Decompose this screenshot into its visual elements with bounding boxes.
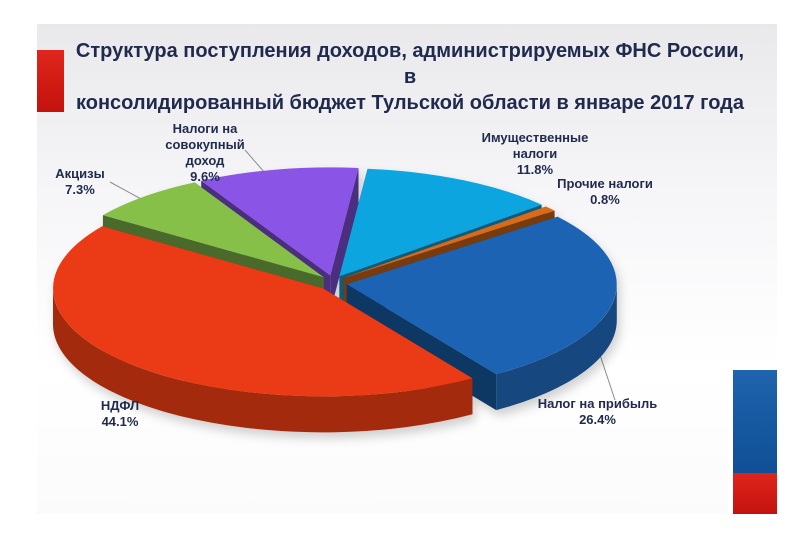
slice-label-name: НДФЛ (100, 398, 140, 413)
slice-label: Прочие налоги 0.8% (540, 176, 670, 208)
slice-label-name: Акцизы (55, 166, 105, 181)
slice-5-side-1 (330, 168, 359, 312)
pie-slices (53, 167, 617, 433)
slice-label-name: Прочие налоги (557, 176, 653, 191)
right-red-accent-bar (733, 473, 777, 514)
corner-gap (728, 362, 733, 514)
slice-label-value: 11.8% (516, 162, 554, 177)
slice-label: Налоги на совокупный доход 9.6% (150, 121, 260, 185)
slice-1-top (343, 206, 555, 278)
slice-label: Акцизы 7.3% (30, 166, 130, 198)
slice-2-rim (496, 284, 617, 411)
slice-3-top (53, 226, 473, 397)
slice-0-top (339, 168, 542, 277)
slice-label: НДФЛ 44.1% (70, 398, 170, 430)
right-blue-accent-bar (733, 370, 777, 473)
slice-label-name: Налог на прибыль (537, 396, 658, 411)
slice-3-rim (53, 288, 473, 433)
slice-label: Налог на прибыль 26.4% (510, 396, 685, 428)
slice-label-value: 7.3% (65, 182, 95, 197)
slice-label-name: Имущественные налоги (481, 130, 589, 161)
slice-label-value: 0.8% (590, 192, 620, 207)
left-red-accent-bar (37, 50, 64, 112)
slice-2-top (346, 216, 617, 375)
slice-label-name: Налоги на совокупный доход (165, 121, 245, 168)
slice-label-value: 9.6% (190, 169, 220, 184)
slice-4-top (102, 182, 324, 278)
slice-5-top (201, 167, 359, 276)
slice-label-value: 26.4% (579, 412, 616, 427)
chart-title: Структура поступления доходов, администр… (75, 40, 745, 114)
slice-label-value: 44.1% (101, 414, 139, 429)
slice-label: Имущественные налоги 11.8% (455, 130, 615, 178)
